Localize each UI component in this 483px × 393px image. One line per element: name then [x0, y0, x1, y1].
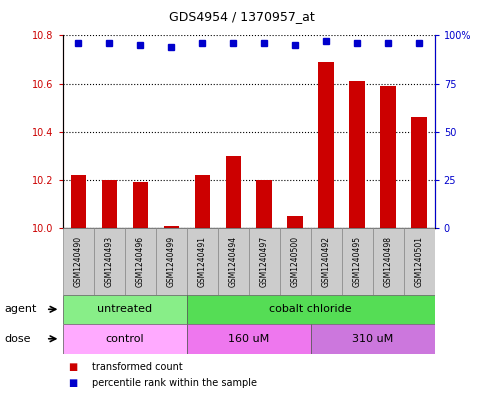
Text: ■: ■: [68, 378, 77, 388]
Text: dose: dose: [5, 334, 31, 344]
Text: untreated: untreated: [97, 305, 152, 314]
Bar: [287, 216, 303, 228]
Bar: [94, 228, 125, 295]
Text: GDS4954 / 1370957_at: GDS4954 / 1370957_at: [169, 10, 314, 23]
Bar: [226, 156, 241, 228]
Bar: [187, 228, 218, 295]
Text: GSM1240500: GSM1240500: [291, 236, 300, 287]
Text: GSM1240496: GSM1240496: [136, 236, 145, 287]
Bar: [373, 228, 404, 295]
Bar: [187, 324, 311, 354]
Bar: [101, 180, 117, 228]
Bar: [311, 228, 342, 295]
Text: agent: agent: [5, 304, 37, 314]
Bar: [412, 117, 427, 228]
Bar: [381, 86, 396, 228]
Bar: [280, 228, 311, 295]
Text: 310 uM: 310 uM: [352, 334, 393, 344]
Bar: [125, 228, 156, 295]
Bar: [164, 226, 179, 228]
Text: cobalt chloride: cobalt chloride: [270, 305, 352, 314]
Bar: [218, 228, 249, 295]
Text: GSM1240495: GSM1240495: [353, 236, 362, 287]
Text: control: control: [105, 334, 144, 344]
Bar: [404, 228, 435, 295]
Bar: [350, 81, 365, 228]
Bar: [71, 175, 86, 228]
Text: GSM1240498: GSM1240498: [384, 236, 393, 287]
Bar: [156, 228, 187, 295]
Bar: [311, 324, 435, 354]
Bar: [187, 295, 435, 324]
Text: GSM1240499: GSM1240499: [167, 236, 176, 287]
Bar: [342, 228, 373, 295]
Bar: [249, 228, 280, 295]
Text: GSM1240491: GSM1240491: [198, 236, 207, 287]
Bar: [63, 324, 187, 354]
Bar: [195, 175, 210, 228]
Text: GSM1240492: GSM1240492: [322, 236, 331, 287]
Text: GSM1240501: GSM1240501: [415, 236, 424, 287]
Bar: [63, 295, 187, 324]
Text: GSM1240490: GSM1240490: [74, 236, 83, 287]
Text: ■: ■: [68, 362, 77, 373]
Bar: [318, 62, 334, 228]
Text: GSM1240493: GSM1240493: [105, 236, 114, 287]
Text: GSM1240497: GSM1240497: [260, 236, 269, 287]
Text: GSM1240494: GSM1240494: [229, 236, 238, 287]
Bar: [132, 182, 148, 228]
Bar: [63, 228, 94, 295]
Text: percentile rank within the sample: percentile rank within the sample: [92, 378, 257, 388]
Text: 160 uM: 160 uM: [228, 334, 270, 344]
Bar: [256, 180, 272, 228]
Text: transformed count: transformed count: [92, 362, 183, 373]
